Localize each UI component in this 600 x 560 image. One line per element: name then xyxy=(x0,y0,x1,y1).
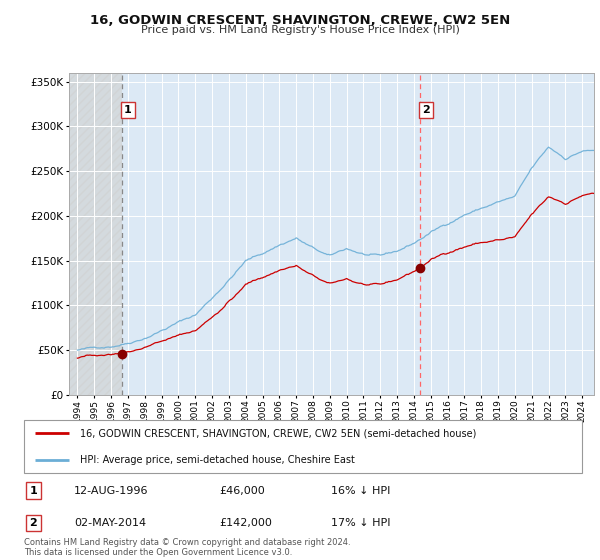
Bar xyxy=(69,73,122,395)
Text: 1: 1 xyxy=(29,486,37,496)
Text: Price paid vs. HM Land Registry's House Price Index (HPI): Price paid vs. HM Land Registry's House … xyxy=(140,25,460,35)
Text: 17% ↓ HPI: 17% ↓ HPI xyxy=(331,518,391,528)
Text: 2: 2 xyxy=(422,105,430,115)
FancyBboxPatch shape xyxy=(24,420,582,473)
Text: 16% ↓ HPI: 16% ↓ HPI xyxy=(331,486,390,496)
Text: £142,000: £142,000 xyxy=(220,518,272,528)
Text: 16, GODWIN CRESCENT, SHAVINGTON, CREWE, CW2 5EN: 16, GODWIN CRESCENT, SHAVINGTON, CREWE, … xyxy=(90,14,510,27)
Text: Contains HM Land Registry data © Crown copyright and database right 2024.
This d: Contains HM Land Registry data © Crown c… xyxy=(24,538,350,557)
Text: HPI: Average price, semi-detached house, Cheshire East: HPI: Average price, semi-detached house,… xyxy=(80,455,355,465)
Text: 16, GODWIN CRESCENT, SHAVINGTON, CREWE, CW2 5EN (semi-detached house): 16, GODWIN CRESCENT, SHAVINGTON, CREWE, … xyxy=(80,428,476,438)
Text: 12-AUG-1996: 12-AUG-1996 xyxy=(74,486,149,496)
Text: 02-MAY-2014: 02-MAY-2014 xyxy=(74,518,146,528)
Text: £46,000: £46,000 xyxy=(220,486,265,496)
Text: 2: 2 xyxy=(29,518,37,528)
Text: 1: 1 xyxy=(124,105,132,115)
Bar xyxy=(69,73,122,395)
